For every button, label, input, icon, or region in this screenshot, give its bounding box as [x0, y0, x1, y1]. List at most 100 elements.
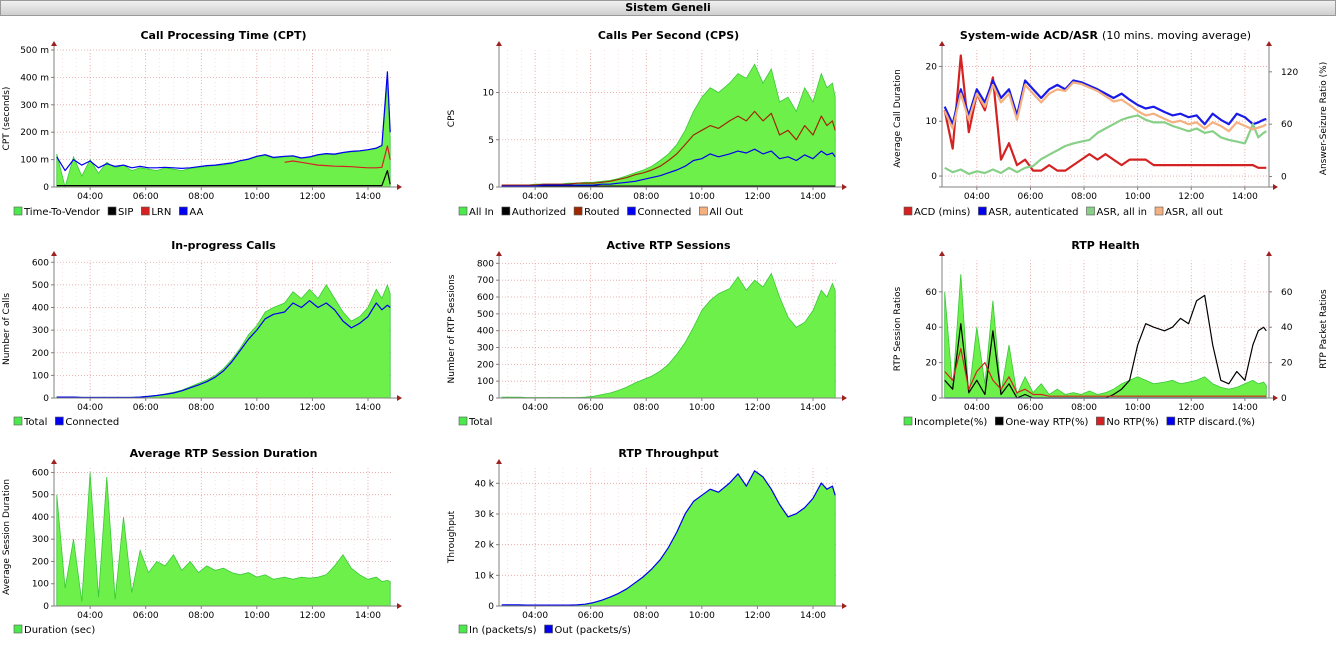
x-tick-label: 08:00 — [188, 611, 214, 621]
x-tick-label: 04:00 — [522, 192, 548, 202]
y-tick-label: 0 — [43, 183, 49, 193]
y-tick-label: 500 — [32, 491, 49, 501]
y-axis-label: CPS — [447, 110, 457, 128]
legend-label: AA — [189, 207, 203, 218]
y2-tick-label: 60 — [1281, 288, 1293, 298]
x-tick-label: 12:00 — [299, 403, 325, 413]
x-tick-label: 06:00 — [133, 403, 159, 413]
y-axis-label: Average Call Duration — [893, 69, 903, 168]
x-tick-label: 14:00 — [1232, 192, 1258, 202]
y-tick-label: 0 — [43, 602, 49, 612]
chart-title: Call Processing Time (CPT) — [140, 29, 306, 42]
y-tick-label: 400 m — [20, 73, 49, 83]
y-tick-label: 300 — [477, 344, 494, 354]
y-axis-label: CPT (seconds) — [2, 87, 12, 151]
y-tick-label: 20 k — [474, 541, 494, 551]
legend-item-no-rtp: No RTP(%) — [1096, 416, 1159, 428]
series-area-total — [56, 283, 391, 399]
series-line-routed — [501, 110, 836, 186]
y-tick-label: 600 — [32, 258, 49, 268]
legend-label: RTP discard.(%) — [1177, 417, 1255, 428]
chart-average-rtp-session-duration: Average RTP Session Duration 0 100 200 300 40… — [0, 444, 440, 644]
legend-item-one-way-rtp: One-way RTP(%) — [995, 416, 1088, 428]
x-tick-label: 10:00 — [689, 403, 715, 413]
x-tick-label: 06:00 — [1017, 192, 1043, 202]
x-tick-label: 08:00 — [633, 192, 659, 202]
x-tick-label: 14:00 — [800, 403, 826, 413]
x-tick-label: 14:00 — [1232, 403, 1258, 413]
legend-label: SIP — [118, 207, 133, 218]
y-tick-label: 300 m — [20, 101, 49, 111]
y-axis-label: Number of Calls — [2, 293, 12, 365]
y-tick-label: 0 — [488, 183, 494, 193]
y-axis-arrow — [939, 251, 945, 256]
legend-item-asr-all-out: ASR, all out — [1154, 206, 1223, 218]
x-tick-label: 04:00 — [522, 611, 548, 621]
series-line-connected — [501, 148, 836, 187]
y2-tick-label: 0 — [1281, 173, 1287, 183]
y-axis-label: Average Session Duration — [2, 479, 12, 595]
x-tick-label: 04:00 — [964, 403, 990, 413]
legend-label: Authorized — [512, 207, 566, 218]
legend-label: One-way RTP(%) — [1005, 417, 1088, 428]
legend-label: No RTP(%) — [1106, 417, 1159, 428]
y-tick-label: 500 — [477, 310, 494, 320]
x-axis-arrow — [397, 395, 402, 401]
legend-label: All In — [469, 207, 494, 218]
legend-item-asr-autenticated: ASR, autenticated — [978, 206, 1079, 218]
legend-label: Time-To-Vendor — [23, 207, 101, 218]
y-axis-arrow — [51, 251, 57, 256]
y2-axis-label: RTP Packet Ratios — [1319, 289, 1329, 369]
x-tick-label: 12:00 — [744, 611, 770, 621]
legend-item-acd-mins: ACD (mins) — [903, 206, 970, 218]
x-tick-label: 08:00 — [633, 611, 659, 621]
page-title: Sistem Geneli — [0, 0, 1336, 16]
x-tick-label: 06:00 — [1017, 403, 1043, 413]
series-area-duration-sec — [56, 472, 391, 607]
x-tick-label: 08:00 — [188, 403, 214, 413]
x-tick-label: 10:00 — [689, 192, 715, 202]
x-tick-label: 06:00 — [133, 611, 159, 621]
y-tick-label: 100 — [477, 377, 494, 387]
y-tick-label: 10 k — [474, 571, 494, 581]
y-tick-label: 600 — [477, 293, 494, 303]
legend-item-all-out: All Out — [699, 206, 743, 218]
x-tick-label: 14:00 — [355, 192, 381, 202]
legend-label: Total — [23, 417, 47, 428]
legend-item-total: Total — [13, 416, 47, 428]
y-axis-arrow — [51, 41, 57, 46]
x-axis-arrow — [397, 184, 402, 190]
y-axis-label: Throughput — [447, 510, 457, 564]
chart-in-progress-calls: In-progress Calls 0 100 200 300 400 500 600 04:0… — [0, 236, 440, 436]
x-tick-label: 12:00 — [299, 192, 325, 202]
legend-label: Connected — [637, 207, 691, 218]
legend-item-lrn: LRN — [141, 206, 171, 218]
y-tick-label: 100 — [32, 371, 49, 381]
y-tick-label: 100 — [32, 580, 49, 590]
y2-tick-label: 60 — [1281, 120, 1293, 130]
series-line-sip — [56, 170, 391, 187]
legend-label: ACD (mins) — [914, 207, 970, 218]
plot-grid — [942, 50, 1269, 187]
chart-title: System-wide ACD/ASR (10 mins. moving aver… — [960, 29, 1251, 42]
chart-acd-asr: System-wide ACD/ASR (10 mins. moving aver… — [890, 26, 1332, 226]
legend-label: Out (packets/s) — [555, 625, 631, 636]
legend-label: Total — [468, 417, 492, 428]
x-tick-label: 04:00 — [522, 403, 548, 413]
y-tick-label: 40 — [926, 323, 938, 333]
y-tick-label: 300 — [32, 326, 49, 336]
x-tick-label: 04:00 — [964, 192, 990, 202]
y-tick-label: 500 m — [20, 46, 49, 56]
chart-rtp-throughput: RTP Throughput 0 10 k 20 k 30 k 40 k 04:00 06:0… — [445, 444, 885, 644]
legend-label: All Out — [709, 207, 743, 218]
y2-axis-arrow — [1266, 41, 1272, 46]
series-line-aa — [56, 71, 391, 172]
legend-label: Routed — [584, 207, 619, 218]
y-tick-label: 30 k — [474, 510, 494, 520]
legend-item-authorized: Authorized — [501, 206, 566, 218]
y2-tick-label: 120 — [1281, 68, 1298, 78]
y-tick-label: 200 — [32, 349, 49, 359]
x-tick-label: 08:00 — [1071, 403, 1097, 413]
legend-item-time-to-vendor: Time-To-Vendor — [13, 206, 101, 218]
y-tick-label: 100 m — [20, 156, 49, 166]
